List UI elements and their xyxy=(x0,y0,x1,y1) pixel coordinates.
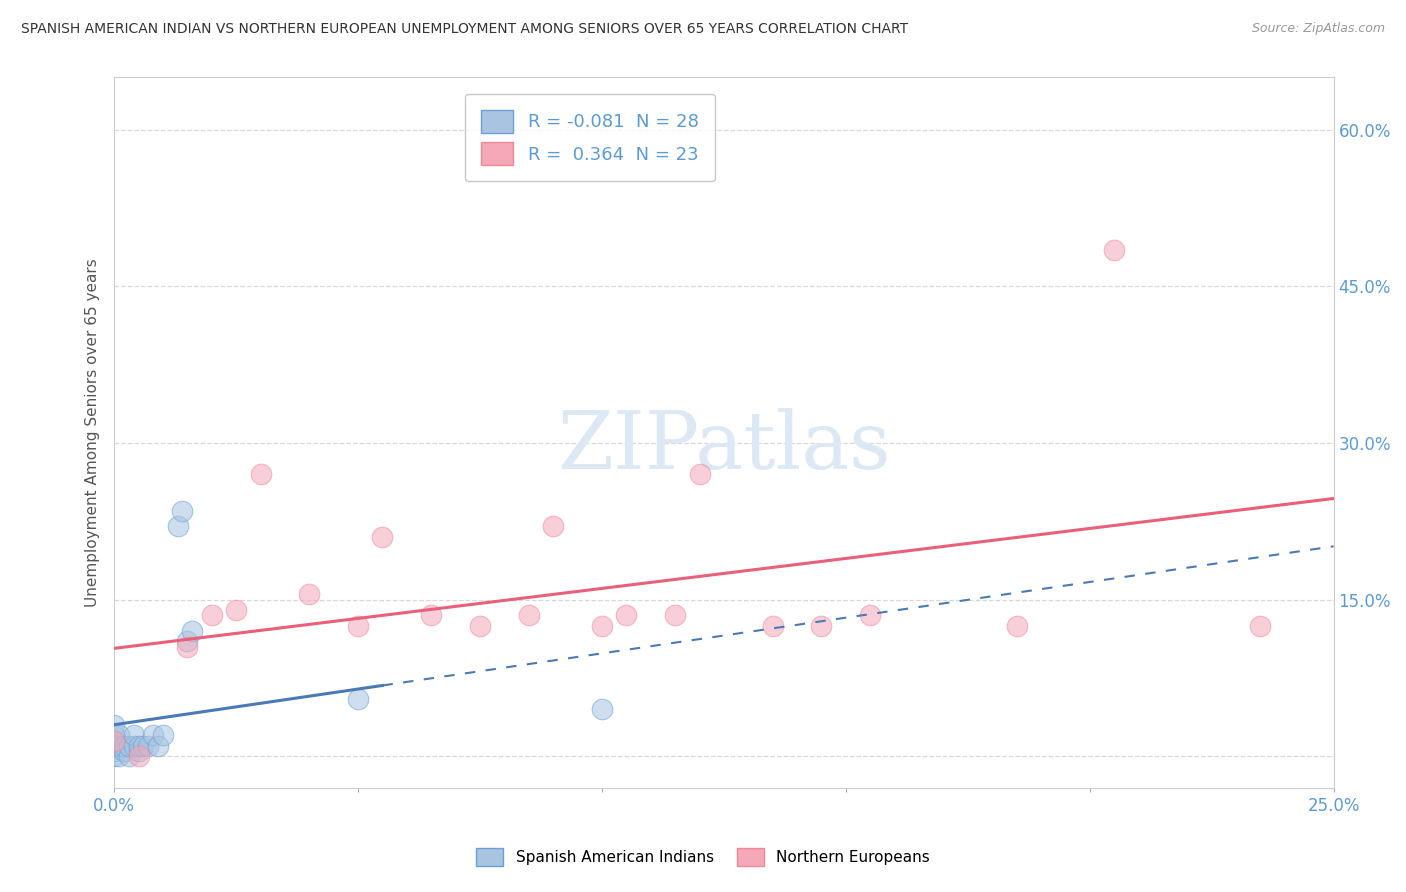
Point xyxy=(420,608,443,623)
Point xyxy=(152,728,174,742)
Point xyxy=(298,587,321,601)
Point xyxy=(541,519,564,533)
Point xyxy=(118,739,141,753)
Point xyxy=(122,728,145,742)
Point xyxy=(1249,618,1271,632)
Point xyxy=(108,749,131,764)
Point xyxy=(103,733,125,747)
Point xyxy=(347,618,370,632)
Point xyxy=(122,739,145,753)
Point xyxy=(142,728,165,742)
Point xyxy=(112,744,135,758)
Point xyxy=(103,744,125,758)
Text: ZIPatlas: ZIPatlas xyxy=(557,408,890,485)
Point xyxy=(225,603,247,617)
Point xyxy=(103,749,125,764)
Point xyxy=(132,739,155,753)
Point xyxy=(859,608,882,623)
Point xyxy=(176,640,198,654)
Point xyxy=(762,618,785,632)
Point xyxy=(249,467,271,482)
Point xyxy=(468,618,491,632)
Point xyxy=(591,618,613,632)
Point xyxy=(176,634,198,648)
Y-axis label: Unemployment Among Seniors over 65 years: Unemployment Among Seniors over 65 years xyxy=(86,258,100,607)
Point xyxy=(614,608,637,623)
Point xyxy=(1102,243,1125,257)
Point xyxy=(118,749,141,764)
Text: Source: ZipAtlas.com: Source: ZipAtlas.com xyxy=(1251,22,1385,36)
Point xyxy=(128,749,150,764)
Point xyxy=(166,519,188,533)
Point xyxy=(591,702,613,716)
Point xyxy=(664,608,686,623)
Point xyxy=(108,728,131,742)
Point xyxy=(810,618,832,632)
Point xyxy=(112,739,135,753)
Point xyxy=(181,624,204,638)
Point xyxy=(108,739,131,753)
Point xyxy=(146,739,169,753)
Point xyxy=(689,467,711,482)
Point xyxy=(138,739,160,753)
Text: SPANISH AMERICAN INDIAN VS NORTHERN EUROPEAN UNEMPLOYMENT AMONG SENIORS OVER 65 : SPANISH AMERICAN INDIAN VS NORTHERN EURO… xyxy=(21,22,908,37)
Point xyxy=(103,718,125,732)
Point xyxy=(128,744,150,758)
Point xyxy=(103,733,125,747)
Point xyxy=(201,608,224,623)
Point xyxy=(172,504,194,518)
Point xyxy=(103,728,125,742)
Point xyxy=(517,608,540,623)
Point xyxy=(103,739,125,753)
Point xyxy=(347,691,370,706)
Point xyxy=(371,530,394,544)
Point xyxy=(1005,618,1028,632)
Legend: Spanish American Indians, Northern Europeans: Spanish American Indians, Northern Europ… xyxy=(467,838,939,875)
Legend: R = -0.081  N = 28, R =  0.364  N = 23: R = -0.081 N = 28, R = 0.364 N = 23 xyxy=(464,94,716,181)
Point xyxy=(128,739,150,753)
